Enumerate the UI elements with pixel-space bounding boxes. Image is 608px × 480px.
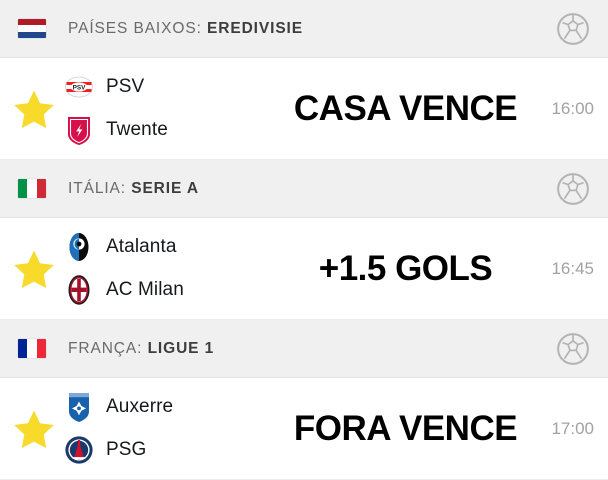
tip-label: CASA VENCE [293, 88, 518, 128]
match-row[interactable]: PSV PSV Twente CASA VENCE 16:00 [0, 58, 608, 160]
league-country: ITÁLIA: [68, 179, 126, 197]
match-row[interactable]: Auxerre PSG FORA VENCE 17:00 [0, 378, 608, 480]
home-team: Auxerre [64, 390, 279, 424]
match-row[interactable]: Atalanta AC Milan +1.5 GOLS 16:45 [0, 218, 608, 320]
atalanta-crest [69, 233, 89, 261]
paris-saint-germain-crest [65, 436, 93, 464]
away-team: AC Milan [64, 273, 279, 307]
home-team: Atalanta [64, 230, 279, 264]
teams-container: Atalanta AC Milan [64, 230, 279, 307]
psv-eindhoven-crest: PSV [65, 76, 93, 98]
home-team: PSV PSV [64, 70, 279, 104]
soccer-ball-icon[interactable] [556, 332, 590, 366]
italy-flag-icon [18, 179, 46, 198]
away-team: PSG [64, 433, 279, 467]
tip-label: +1.5 GOLS [318, 248, 493, 288]
away-team-name: PSG [106, 439, 147, 460]
soccer-ball-icon[interactable] [556, 12, 590, 46]
kickoff-time: 17:00 [551, 418, 594, 438]
star-icon[interactable] [12, 247, 56, 291]
teams-container: PSV PSV Twente [64, 70, 279, 147]
home-team-name: Atalanta [106, 236, 177, 257]
soccer-ball-icon[interactable] [556, 172, 590, 206]
star-icon[interactable] [12, 407, 56, 451]
teams-container: Auxerre PSG [64, 390, 279, 467]
away-team: Twente [64, 113, 279, 147]
home-team-name: PSV [106, 76, 145, 97]
league-competition: SERIE A [131, 179, 199, 197]
league-title: PAÍSES BAIXOS: EREDIVISIE [68, 20, 303, 38]
league-country: PAÍSES BAIXOS: [68, 19, 202, 37]
league-title: ITÁLIA: SERIE A [68, 180, 199, 198]
aj-auxerre-crest [69, 393, 89, 422]
kickoff-time: 16:45 [551, 258, 594, 278]
home-team-name: Auxerre [106, 396, 174, 417]
france-flag-icon [18, 339, 46, 358]
away-team-name: AC Milan [106, 279, 184, 300]
league-header-serie-a[interactable]: ITÁLIA: SERIE A [0, 160, 608, 218]
netherlands-flag-icon [18, 19, 46, 38]
league-competition: LIGUE 1 [147, 339, 215, 357]
league-header-eredivisie[interactable]: PAÍSES BAIXOS: EREDIVISIE [0, 0, 608, 58]
ac-milan-crest [68, 275, 90, 305]
svg-text:PSV: PSV [73, 84, 87, 91]
away-team-name: Twente [106, 119, 168, 140]
league-country: FRANÇA: [68, 339, 143, 357]
fc-twente-crest [68, 117, 90, 145]
tip-label: FORA VENCE [293, 408, 518, 448]
league-competition: EREDIVISIE [207, 19, 303, 37]
league-title: FRANÇA: LIGUE 1 [68, 340, 214, 358]
kickoff-time: 16:00 [551, 98, 594, 118]
league-header-ligue-1[interactable]: FRANÇA: LIGUE 1 [0, 320, 608, 378]
star-icon[interactable] [12, 87, 56, 131]
